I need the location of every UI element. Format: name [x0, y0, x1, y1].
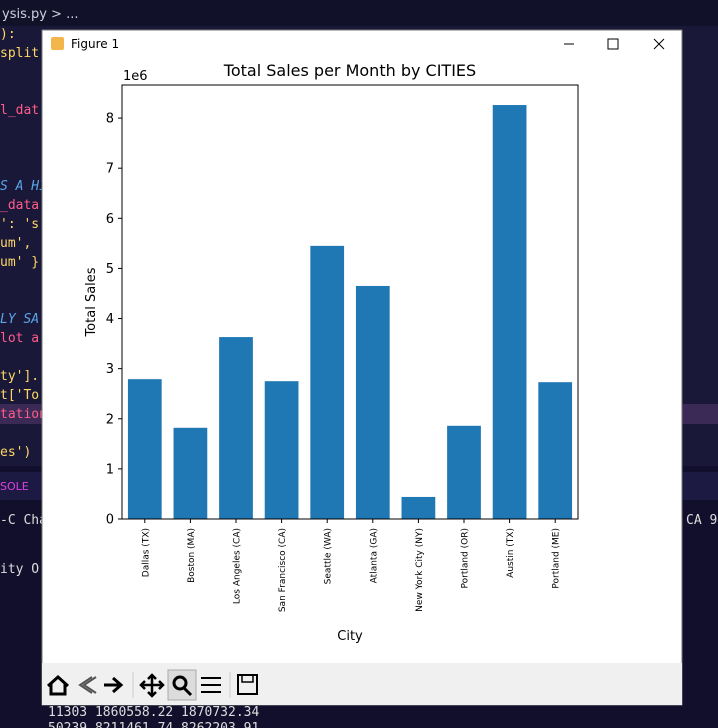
code: l_dat: [0, 103, 39, 118]
home-button[interactable]: [46, 674, 70, 696]
x-tick-label: Los Angeles (CA): [233, 528, 243, 604]
x-tick-label: Seattle (WA): [324, 528, 334, 584]
y-tick-label: 5: [106, 262, 114, 277]
y-tick-label: 1: [106, 462, 114, 477]
x-tick-label: Boston (MA): [187, 528, 197, 583]
tab-bar: [0, 0, 718, 26]
chart: Total Sales per Month by CITIES 1e6 City…: [84, 61, 579, 644]
code: S A HI: [0, 179, 47, 194]
pan-button[interactable]: [139, 673, 165, 698]
x-tick-label: New York City (NY): [415, 528, 425, 612]
y-tick-label: 4: [106, 312, 114, 327]
bar: [264, 381, 299, 519]
y-offset-label: 1e6: [123, 69, 148, 84]
code: lot a: [0, 331, 39, 346]
y-tick-label: 7: [106, 162, 114, 177]
code: t['To: [0, 388, 39, 403]
code: es'): [0, 445, 31, 460]
breadcrumb: ysis.py > ...: [2, 7, 78, 22]
y-tick-label: 6: [106, 212, 114, 227]
bar: [310, 245, 345, 519]
maximize-button[interactable]: [607, 38, 619, 50]
close-button[interactable]: [653, 38, 665, 50]
console-header: SOLE: [0, 480, 29, 493]
bar: [538, 382, 573, 519]
code: _data: [0, 198, 39, 213]
bar: [447, 425, 481, 519]
y-tick-label: 0: [106, 513, 114, 528]
x-tick-label: Austin (TX): [506, 528, 516, 578]
x-tick-label: Portland (OR): [461, 528, 471, 589]
x-tick-label: Dallas (TX): [141, 528, 151, 577]
forward-button[interactable]: [104, 676, 124, 694]
back-button[interactable]: [78, 676, 97, 694]
bar: [127, 379, 162, 519]
y-axis-label: Total Sales: [84, 267, 99, 337]
y-tick-label: 8: [106, 112, 114, 127]
code: um' }: [0, 255, 39, 270]
code: tation: [0, 407, 47, 422]
code: ': 's: [0, 217, 39, 232]
bar: [492, 105, 527, 519]
plot-frame: [121, 84, 579, 520]
configure-button[interactable]: [201, 677, 221, 693]
x-tick-label: San Francisco (CA): [278, 528, 288, 612]
zoom-icon: [182, 686, 193, 697]
save-icon: [241, 674, 254, 683]
zoom-icon: [172, 675, 188, 691]
x-tick-label: Atlanta (GA): [369, 528, 379, 583]
bar: [401, 496, 436, 519]
bar: [219, 337, 253, 519]
code: split(: [0, 46, 47, 61]
code: LY SA: [0, 312, 39, 327]
console-line: -C Cha: [0, 513, 47, 528]
x-axis-label: City: [337, 629, 363, 644]
y-tick-label: 3: [106, 362, 114, 377]
bar: [173, 427, 208, 519]
toolbar: [42, 663, 682, 705]
window-title: Figure 1: [71, 37, 119, 51]
y-tick-label: 2: [106, 412, 114, 427]
code: ty'].: [0, 369, 39, 384]
console-line: CA 94: [686, 513, 718, 528]
console-line: 11303 1860558.22 1870732.34: [48, 705, 259, 720]
bar: [355, 285, 390, 519]
console-text: -C Cha CA 94 ity O 11303 1860558.22 1870…: [0, 513, 718, 728]
code: ):: [0, 27, 16, 42]
console-line: 50239 8211461.74 8262203.91: [48, 721, 259, 728]
console-line: ity O: [0, 562, 39, 577]
x-tick-label: Portland (ME): [552, 528, 562, 589]
code: um',: [0, 236, 31, 251]
window-icon: [51, 37, 64, 50]
zoom-button-active[interactable]: [167, 669, 197, 701]
chart-title: Total Sales per Month by CITIES: [223, 61, 476, 80]
